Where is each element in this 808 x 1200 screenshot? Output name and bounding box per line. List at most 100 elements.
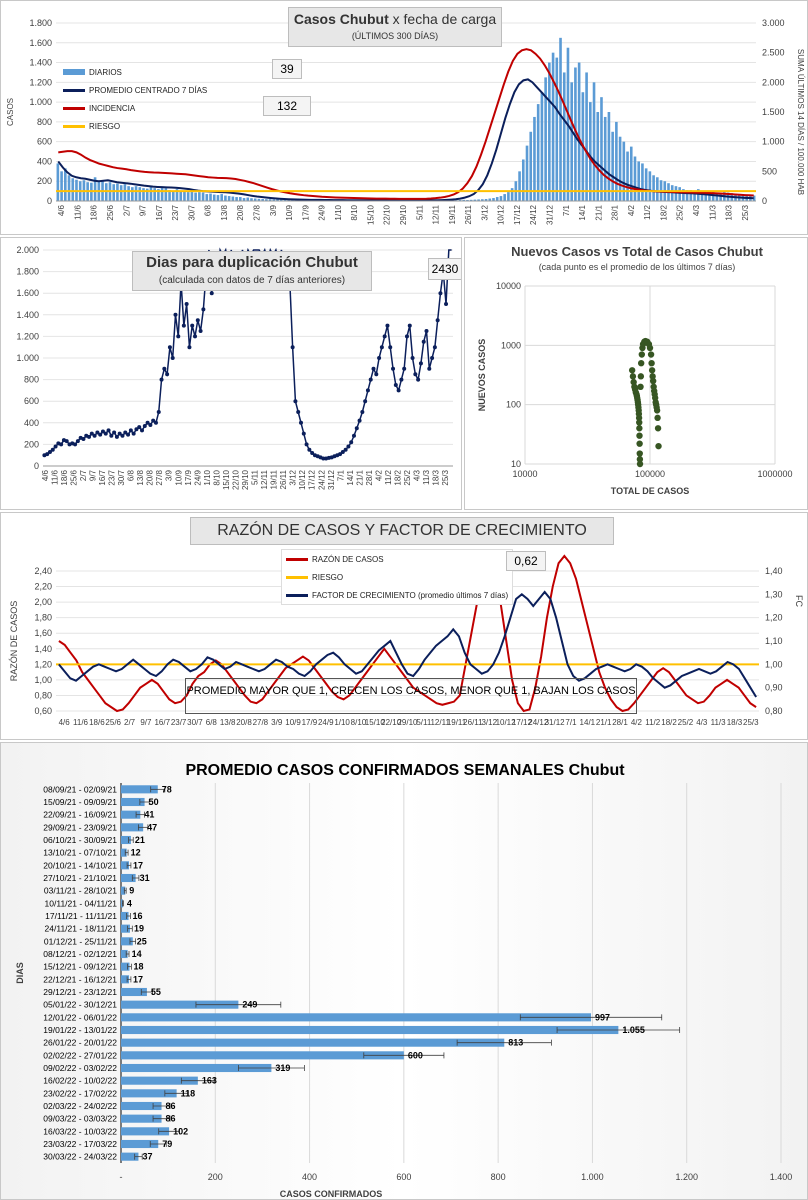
x-tick-label: 24/12 bbox=[317, 469, 326, 490]
line-incidencia bbox=[58, 48, 754, 200]
x-tick-label: 19/11 bbox=[270, 469, 279, 489]
x-tick-label: 3/12 bbox=[481, 718, 497, 727]
x-tick-label: 15/10 bbox=[222, 469, 231, 490]
point-duplicacion bbox=[393, 383, 398, 387]
category-label: 30/03/22 - 24/03/22 bbox=[43, 1152, 117, 1162]
bar-diarios bbox=[60, 171, 63, 201]
bar-diarios bbox=[562, 72, 566, 201]
value-label: 41 bbox=[144, 810, 154, 820]
bar-diarios bbox=[488, 198, 492, 201]
point-duplicacion bbox=[151, 418, 156, 423]
bar-diarios bbox=[220, 194, 223, 201]
bar-semanal bbox=[121, 848, 127, 857]
value-label: 79 bbox=[162, 1139, 172, 1149]
bar-diarios bbox=[153, 188, 156, 201]
point-duplicacion bbox=[170, 356, 175, 360]
legend-item-incidencia: INCIDENCIA bbox=[63, 99, 207, 117]
chart-duplicacion-panel: 0 200 400 600 800 1.000 1.200 1.400 1.600 1.800 2.… bbox=[0, 237, 462, 510]
value-label: 31 bbox=[140, 873, 150, 883]
point-duplicacion bbox=[418, 361, 423, 366]
value-label: 813 bbox=[508, 1038, 523, 1048]
point-duplicacion bbox=[338, 452, 343, 457]
bar-diarios bbox=[253, 198, 257, 201]
scatter-point bbox=[649, 377, 657, 385]
point-duplicacion bbox=[145, 420, 150, 425]
point-duplicacion bbox=[377, 356, 382, 360]
bar-semanal bbox=[121, 873, 136, 883]
point-duplicacion bbox=[176, 334, 181, 339]
y-tick-label: 0 bbox=[34, 461, 39, 471]
point-duplicacion bbox=[142, 424, 147, 429]
x-tick-label: 29/10 bbox=[397, 718, 418, 727]
category-label: 29/12/21 - 23/12/21 bbox=[43, 987, 117, 997]
legend-swatch-riesgo bbox=[63, 124, 85, 128]
bar-diarios bbox=[629, 146, 633, 201]
bar-diarios bbox=[603, 116, 607, 201]
bar-diarios bbox=[555, 57, 559, 201]
x-tick-label: 13/8 bbox=[220, 718, 236, 727]
bar-diarios bbox=[656, 177, 659, 201]
y-tick-label: 10000 bbox=[496, 281, 521, 291]
point-duplicacion bbox=[438, 291, 443, 296]
y2-tick-label: 0 bbox=[762, 196, 767, 206]
category-label: 08/12/21 - 02/12/21 bbox=[43, 949, 117, 959]
category-label: 29/09/21 - 23/09/21 bbox=[43, 822, 117, 832]
bar-semanal bbox=[121, 1051, 404, 1060]
bar-semanal bbox=[121, 1025, 619, 1035]
point-duplicacion bbox=[304, 442, 309, 447]
bar-diarios bbox=[246, 197, 250, 201]
point-duplicacion bbox=[413, 372, 418, 377]
x-tick-label: 30/7 bbox=[187, 718, 203, 727]
x-tick-label: 4/6 bbox=[59, 718, 71, 727]
bar-semanal bbox=[121, 1139, 159, 1149]
bar-diarios bbox=[469, 199, 473, 201]
x-tick-label: 21/1 bbox=[355, 469, 364, 485]
scatter-point bbox=[648, 367, 656, 374]
x-tick-label: 11/6 bbox=[73, 718, 89, 727]
x-tick-label: 26/11 bbox=[464, 204, 473, 224]
value-label: 50 bbox=[149, 797, 159, 807]
category-label: 19/01/22 - 13/01/22 bbox=[43, 1025, 117, 1035]
point-duplicacion bbox=[407, 323, 412, 328]
line-fc bbox=[58, 590, 757, 698]
value-label: 86 bbox=[166, 1114, 176, 1124]
bar-diarios bbox=[596, 112, 600, 201]
point-duplicacion bbox=[75, 439, 80, 444]
category-label: 09/02/22 - 03/02/22 bbox=[43, 1063, 117, 1073]
bar-diarios bbox=[134, 186, 138, 201]
bar-diarios bbox=[265, 199, 268, 201]
category-label: 27/10/21 - 21/10/21 bbox=[43, 873, 117, 883]
bar-diarios bbox=[123, 184, 127, 201]
scatter-point bbox=[646, 344, 654, 352]
value-label: 118 bbox=[181, 1088, 196, 1098]
x-tick-label: 1.200 bbox=[675, 1172, 698, 1182]
legend-swatch-incidencia bbox=[63, 106, 85, 110]
point-duplicacion bbox=[128, 428, 133, 433]
chart-razon-title-box: RAZÓN DE CASOS Y FACTOR DE CRECIMIENTO C… bbox=[190, 517, 614, 565]
x-tick-label: 18/6 bbox=[60, 469, 69, 485]
bar-diarios bbox=[589, 102, 592, 201]
x-tick-label: 16/7 bbox=[155, 204, 164, 220]
x-tick-label: 22/10 bbox=[231, 469, 240, 490]
x-tick-label: 25/3 bbox=[741, 204, 750, 220]
scatter-point bbox=[629, 373, 637, 380]
x-tick-label: 28/1 bbox=[365, 469, 374, 485]
bar-diarios bbox=[160, 187, 164, 201]
x-tick-label: 11/6 bbox=[50, 469, 59, 485]
bar-semanal bbox=[121, 1000, 239, 1009]
bar-diarios bbox=[700, 191, 704, 201]
bar-diarios bbox=[685, 190, 689, 201]
bar-diarios bbox=[607, 112, 611, 201]
bar-diarios bbox=[544, 77, 547, 201]
scatter-point bbox=[630, 378, 637, 386]
category-label: 23/03/22 - 17/03/22 bbox=[43, 1139, 117, 1149]
x-tick-label: 9/7 bbox=[140, 718, 152, 727]
x-tick-label: 25/3 bbox=[743, 718, 759, 727]
bar-diarios bbox=[257, 198, 261, 201]
x-tick-label: 6/8 bbox=[204, 204, 213, 216]
bar-semanal bbox=[121, 937, 133, 946]
x-tick-label: 6/8 bbox=[206, 718, 218, 727]
point-duplicacion bbox=[162, 366, 167, 371]
scatter-point bbox=[637, 359, 645, 367]
bar-semanal bbox=[121, 886, 126, 895]
